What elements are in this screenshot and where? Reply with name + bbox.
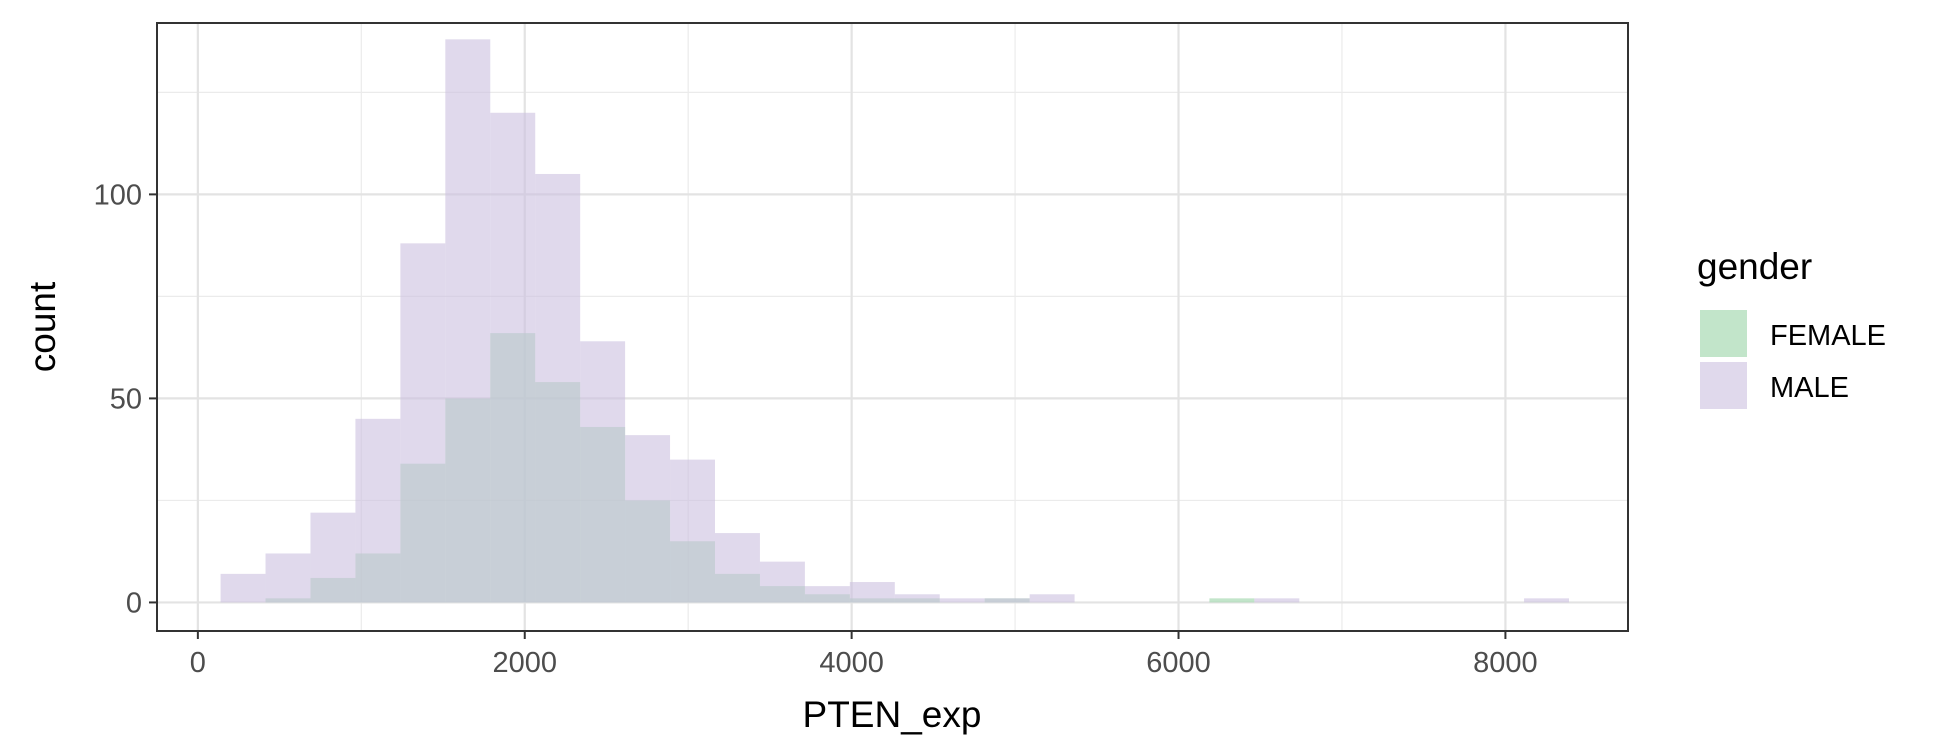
histogram-bar-male [670,459,715,603]
histogram-bar-male [1029,594,1075,603]
histogram-bar-male [580,341,626,603]
legend-title: gender [1697,246,1812,287]
histogram-bar-male [804,586,850,603]
histogram-bar-male [265,553,311,603]
grid-minor [157,23,1628,631]
histogram-bar-male [939,598,985,603]
histogram-bar-male [400,243,446,603]
y-tick-label: 50 [110,383,142,415]
histogram-bar-male [984,598,1030,603]
y-tick-label: 100 [94,179,142,211]
legend: gender FEMALE MALE [1697,246,1886,409]
histogram-bar-male [714,533,760,603]
bars-male [220,39,1569,603]
histogram-bar-male [220,573,266,603]
legend-key-female [1700,310,1747,357]
legend-key-male [1700,362,1747,409]
histogram-bar-male [535,173,581,603]
histogram-bar-male [490,112,536,603]
histogram-bar-female [1209,598,1255,603]
x-tick-label: 2000 [492,647,557,679]
x-tick-label: 8000 [1473,647,1538,679]
histogram-bar-male [625,435,671,603]
histogram-bar-male [894,594,940,603]
x-tick-label: 0 [190,647,206,679]
histogram-bar-male [759,561,805,603]
x-axis-ticks: 0 2000 4000 6000 8000 [190,631,1538,679]
x-tick-label: 6000 [1146,647,1211,679]
plot-border [156,22,1629,632]
histogram-bar-male [445,39,491,603]
legend-label-male: MALE [1770,372,1849,404]
histogram-bar-male [310,512,356,603]
x-tick-label: 4000 [819,647,884,679]
histogram-bar-male [1254,598,1300,603]
y-axis-ticks: 0 50 100 [94,179,157,619]
y-tick-label: 0 [126,587,142,619]
histogram-bar-male [849,582,895,603]
x-axis-title: PTEN_exp [803,694,982,735]
histogram-bar-male [355,418,401,603]
y-axis-title: count [22,281,63,372]
legend-label-female: FEMALE [1770,320,1886,352]
histogram-bar-male [1524,598,1569,603]
